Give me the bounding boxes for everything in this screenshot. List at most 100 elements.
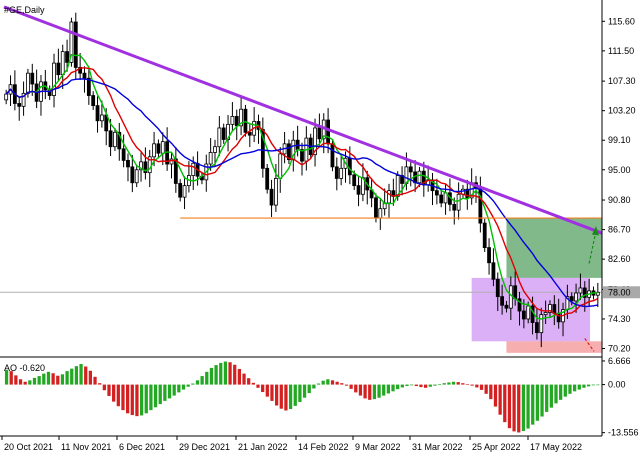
ao-histogram-bar xyxy=(18,379,23,385)
ao-histogram-bar xyxy=(181,384,186,390)
ao-histogram-bar xyxy=(14,375,18,385)
candle-body xyxy=(139,161,143,171)
ao-histogram-bar xyxy=(237,368,242,385)
ao-histogram-bar xyxy=(60,374,65,385)
time-axis-label: 29 Dec 2021 xyxy=(179,442,230,452)
candle-body xyxy=(191,162,196,176)
price-axis-label: 115.60 xyxy=(608,16,635,26)
ao-histogram-bar xyxy=(442,383,446,385)
ao-histogram-bar xyxy=(484,384,488,394)
ao-histogram-bar xyxy=(386,384,391,394)
ao-histogram-bar xyxy=(70,368,74,385)
candle-body xyxy=(452,203,457,211)
ao-histogram-bar xyxy=(261,384,265,393)
ao-histogram-bar xyxy=(42,373,46,385)
candle-body xyxy=(495,278,500,298)
candle-body xyxy=(434,190,439,196)
ao-histogram-bar xyxy=(572,384,577,392)
candle-body xyxy=(548,304,552,313)
candle-body xyxy=(278,153,283,179)
candle-body xyxy=(334,166,339,179)
candle-body xyxy=(117,131,122,150)
ao-histogram-bar xyxy=(191,383,195,385)
ao-histogram-bar xyxy=(302,384,307,398)
ao-histogram-bar xyxy=(270,384,274,401)
ao-histogram-bar xyxy=(112,384,116,402)
ao-histogram-bar xyxy=(107,384,111,396)
ao-histogram-bar xyxy=(56,375,60,385)
ao-histogram-bar xyxy=(554,384,558,404)
ao-histogram-bar xyxy=(102,384,106,391)
ao-histogram-bar xyxy=(4,370,9,385)
candle-body xyxy=(73,21,78,68)
candle-body xyxy=(121,148,126,161)
ao-axis-label: -13.556 xyxy=(608,428,639,438)
ao-histogram-bar xyxy=(144,384,148,414)
ao-histogram-bar xyxy=(149,384,153,411)
ao-histogram-bar xyxy=(475,384,479,388)
candle-body xyxy=(482,222,487,249)
candle-body xyxy=(56,62,61,76)
ao-histogram-bar xyxy=(512,384,516,432)
candle-body xyxy=(317,127,322,140)
ao-histogram-bar xyxy=(414,384,418,387)
ao-histogram-bar xyxy=(521,384,526,432)
ao-histogram-bar xyxy=(405,384,409,387)
ao-histogram-bar xyxy=(447,382,451,385)
candle-body xyxy=(439,194,444,204)
candle-body xyxy=(247,131,252,136)
ao-histogram-bar xyxy=(358,384,363,396)
ao-histogram-bar xyxy=(372,384,377,400)
candle-body xyxy=(60,51,65,76)
ao-histogram-bar xyxy=(489,384,493,400)
ao-histogram-bar xyxy=(396,384,400,390)
candle-body xyxy=(273,178,278,206)
ao-histogram-bar xyxy=(451,381,456,385)
ao-histogram-bar xyxy=(46,371,51,385)
ao-histogram-bar xyxy=(9,371,13,385)
ao-histogram-bar xyxy=(526,384,530,429)
price-axis-label: 95.00 xyxy=(608,165,631,175)
ao-histogram-bar xyxy=(465,384,470,385)
ao-histogram-bar xyxy=(535,384,540,421)
rise-arrow-head xyxy=(592,225,599,236)
time-axis-label: 6 Dec 2021 xyxy=(119,442,165,452)
ao-histogram-bar xyxy=(563,384,567,397)
current-price-label: 78.00 xyxy=(608,287,631,297)
price-axis-label: 111.50 xyxy=(608,46,634,56)
candle-body xyxy=(487,247,491,264)
candle-body xyxy=(169,158,174,165)
price-axis-label: 103.20 xyxy=(608,106,636,116)
ao-histogram-bar xyxy=(251,382,255,385)
ao-histogram-bar xyxy=(163,384,167,401)
candle-body xyxy=(134,169,139,184)
price-axis-label: 99.10 xyxy=(608,135,631,145)
ao-histogram-bar xyxy=(242,373,246,385)
candle-body xyxy=(182,185,187,198)
candle-body xyxy=(330,143,335,168)
ao-histogram-bar xyxy=(153,384,158,408)
time-axis-label: 14 Feb 2022 xyxy=(298,442,349,452)
price-axis-label: 90.80 xyxy=(608,195,631,205)
ao-histogram-bar xyxy=(326,379,330,385)
ao-histogram-bar xyxy=(265,384,269,397)
ao-histogram-bar xyxy=(507,384,512,429)
candle-body xyxy=(535,322,539,334)
ao-histogram-bar xyxy=(419,384,423,388)
candle-body xyxy=(339,167,344,179)
ao-histogram-bar xyxy=(586,384,591,387)
ao-histogram-bar xyxy=(559,384,563,400)
ao-histogram-bar xyxy=(503,384,507,423)
ao-histogram-bar xyxy=(479,384,484,390)
candle-body xyxy=(69,21,74,63)
price-axis-label: 74.30 xyxy=(608,314,631,324)
candle-body xyxy=(508,285,513,309)
ao-histogram-bar xyxy=(498,384,502,415)
candle-body xyxy=(91,95,96,107)
candle-body xyxy=(82,72,87,79)
candle-body xyxy=(160,141,165,154)
ao-histogram-bar xyxy=(223,361,228,385)
ao-histogram-bar xyxy=(549,384,553,408)
candle-body xyxy=(269,188,274,206)
